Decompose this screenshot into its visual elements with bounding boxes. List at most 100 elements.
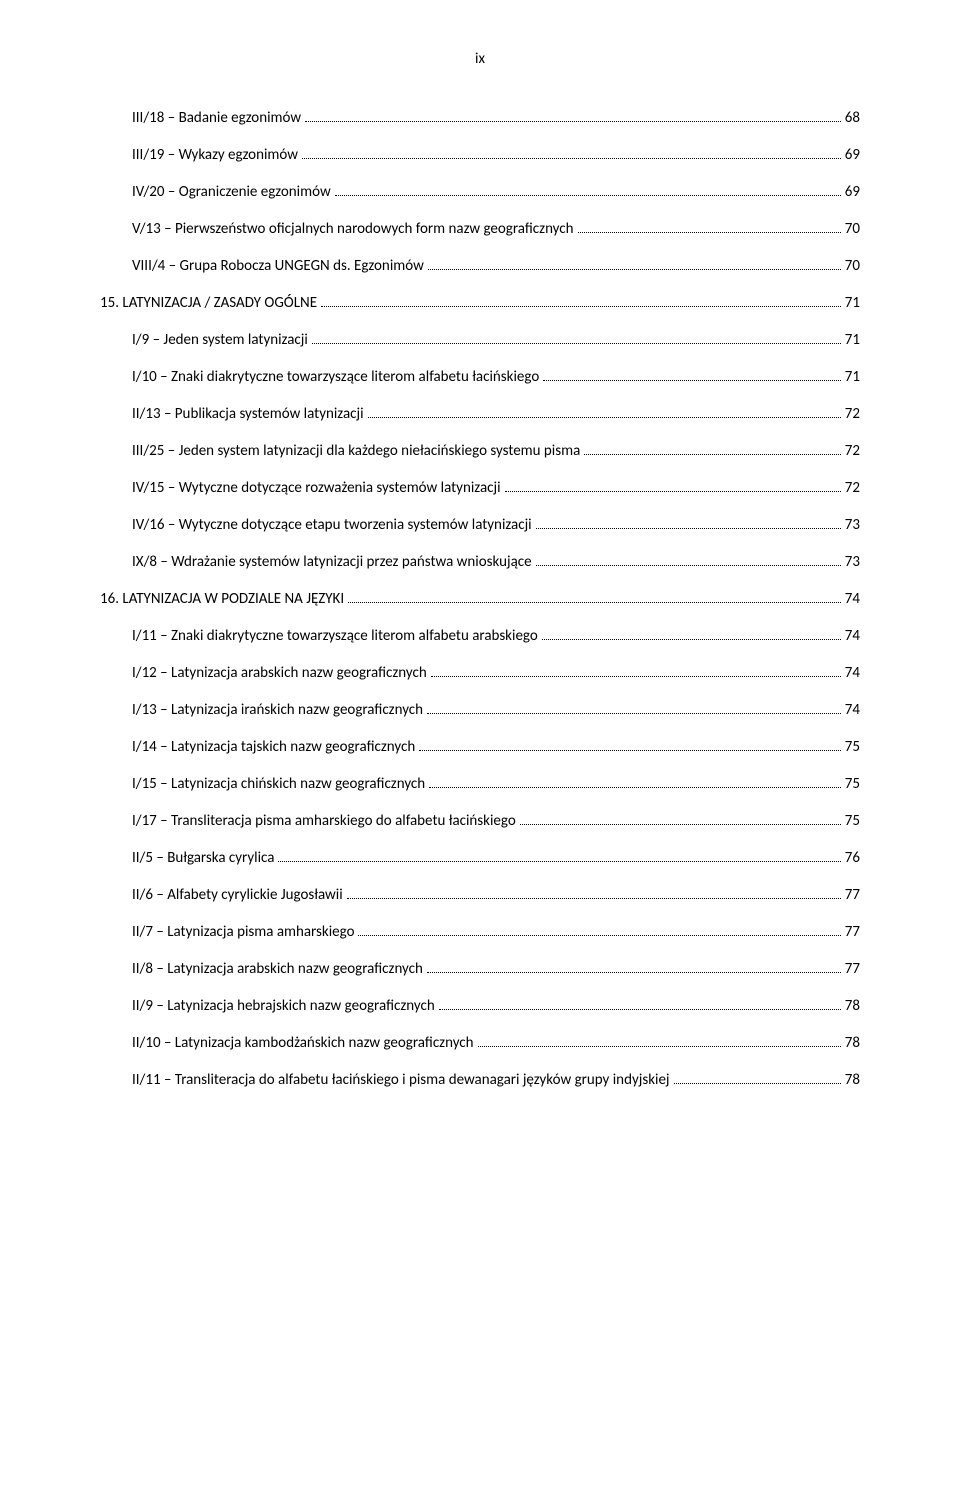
toc-entry-page: 74 [845,626,860,647]
toc-entry: II/7 – Latynizacja pisma amharskiego 77 [132,922,860,943]
toc-entry: V/13 – Pierwszeństwo oficjalnych narodow… [132,219,860,240]
toc-entry-page: 74 [845,663,860,684]
toc-entry: II/11 – Transliteracja do alfabetu łaciń… [132,1070,860,1091]
toc-entry-page: 69 [845,145,860,166]
toc-entry-page: 76 [845,848,860,869]
toc-entry: I/12 – Latynizacja arabskich nazw geogra… [132,663,860,684]
toc-entry-title: I/12 – Latynizacja arabskich nazw geogra… [132,663,427,684]
toc-entry-page: 72 [845,478,860,499]
toc-leader-dots [543,380,841,381]
toc-leader-dots [321,306,841,307]
toc-entry-page: 70 [845,256,860,277]
toc-entry-title: II/7 – Latynizacja pisma amharskiego [132,922,354,943]
toc-entry: III/25 – Jeden system latynizacji dla ka… [132,441,860,462]
toc-entry-title: 15. LATYNIZACJA / ZASADY OGÓLNE [100,293,317,314]
toc-entry-title: I/9 – Jeden system latynizacji [132,330,308,351]
toc-leader-dots [542,639,841,640]
toc-entry: IX/8 – Wdrażanie systemów latynizacji pr… [132,552,860,573]
toc-entry: I/17 – Transliteracja pisma amharskiego … [132,811,860,832]
toc-leader-dots [536,565,841,566]
toc-leader-dots [428,269,841,270]
toc-entry: I/13 – Latynizacja irańskich nazw geogra… [132,700,860,721]
toc-leader-dots [305,121,841,122]
toc-entry-title: IV/15 – Wytyczne dotyczące rozważenia sy… [132,478,501,499]
toc-leader-dots [674,1083,841,1084]
toc-entry-title: III/18 – Badanie egzonimów [132,108,301,129]
toc-entry: 16. LATYNIZACJA W PODZIALE NA JĘZYKI 74 [100,589,860,610]
toc-entry: VIII/4 – Grupa Robocza UNGEGN ds. Egzoni… [132,256,860,277]
toc-entry-page: 75 [845,737,860,758]
toc-leader-dots [584,454,841,455]
toc-leader-dots [278,861,840,862]
toc-entry-title: I/11 – Znaki diakrytyczne towarzyszące l… [132,626,538,647]
toc-entry: II/10 – Latynizacja kambodżańskich nazw … [132,1033,860,1054]
toc-entry-page: 71 [845,330,860,351]
toc-leader-dots [505,491,841,492]
toc-entry: I/10 – Znaki diakrytyczne towarzyszące l… [132,367,860,388]
toc-entry: II/8 – Latynizacja arabskich nazw geogra… [132,959,860,980]
toc-leader-dots [431,676,841,677]
toc-entry-page: 77 [845,959,860,980]
toc-entry-title: 16. LATYNIZACJA W PODZIALE NA JĘZYKI [100,589,344,610]
toc-leader-dots [429,787,841,788]
toc-entry-title: IX/8 – Wdrażanie systemów latynizacji pr… [132,552,532,573]
toc-entry-title: IV/20 – Ograniczenie egzonimów [132,182,331,203]
toc-entry: IV/15 – Wytyczne dotyczące rozważenia sy… [132,478,860,499]
toc-entry-page: 78 [845,1070,860,1091]
toc-entry-title: I/15 – Latynizacja chińskich nazw geogra… [132,774,425,795]
toc-entry: I/11 – Znaki diakrytyczne towarzyszące l… [132,626,860,647]
toc-entry-title: V/13 – Pierwszeństwo oficjalnych narodow… [132,219,574,240]
toc-leader-dots [439,1009,841,1010]
toc-entry-page: 77 [845,922,860,943]
toc-entry-page: 71 [845,367,860,388]
toc-entry-title: I/17 – Transliteracja pisma amharskiego … [132,811,516,832]
toc-entry: II/9 – Latynizacja hebrajskich nazw geog… [132,996,860,1017]
toc-leader-dots [578,232,841,233]
toc-leader-dots [348,602,841,603]
toc-entry-title: III/19 – Wykazy egzonimów [132,145,298,166]
toc-entry: 15. LATYNIZACJA / ZASADY OGÓLNE 71 [100,293,860,314]
toc-leader-dots [368,417,841,418]
toc-entry: III/18 – Badanie egzonimów 68 [132,108,860,129]
toc-entry-title: II/6 – Alfabety cyrylickie Jugosławii [132,885,343,906]
toc-entry: II/13 – Publikacja systemów latynizacji 7… [132,404,860,425]
toc-leader-dots [335,195,841,196]
toc-entry-title: II/5 – Bułgarska cyrylica [132,848,274,869]
toc-entry-page: 75 [845,774,860,795]
toc-entry-title: I/14 – Latynizacja tajskich nazw geograf… [132,737,415,758]
toc-entry-title: I/13 – Latynizacja irańskich nazw geogra… [132,700,423,721]
toc-entry-page: 77 [845,885,860,906]
toc-leader-dots [312,343,841,344]
toc-entry-page: 78 [845,996,860,1017]
toc-entry-title: III/25 – Jeden system latynizacji dla ka… [132,441,580,462]
toc-entry-page: 75 [845,811,860,832]
toc-entry-page: 72 [845,404,860,425]
toc-entry-page: 72 [845,441,860,462]
toc-entry: I/14 – Latynizacja tajskich nazw geograf… [132,737,860,758]
toc-leader-dots [358,935,840,936]
toc-entry-title: II/13 – Publikacja systemów latynizacji [132,404,364,425]
toc-entry: II/5 – Bułgarska cyrylica 76 [132,848,860,869]
toc-entry-page: 68 [845,108,860,129]
toc-entry-page: 71 [845,293,860,314]
toc-entry-title: II/10 – Latynizacja kambodżańskich nazw … [132,1033,474,1054]
toc-entry-page: 69 [845,182,860,203]
toc-entry-title: IV/16 – Wytyczne dotyczące etapu tworzen… [132,515,532,536]
table-of-contents: III/18 – Badanie egzonimów 68 III/19 – Wyk… [100,108,860,1091]
toc-entry: IV/16 – Wytyczne dotyczące etapu tworzen… [132,515,860,536]
toc-entry-page: 78 [845,1033,860,1054]
toc-entry: I/15 – Latynizacja chińskich nazw geogra… [132,774,860,795]
toc-entry-page: 73 [845,515,860,536]
toc-leader-dots [520,824,841,825]
toc-leader-dots [536,528,841,529]
toc-entry: III/19 – Wykazy egzonimów 69 [132,145,860,166]
toc-entry-title: I/10 – Znaki diakrytyczne towarzyszące l… [132,367,539,388]
toc-leader-dots [478,1046,841,1047]
toc-entry-title: VIII/4 – Grupa Robocza UNGEGN ds. Egzoni… [132,256,424,277]
toc-entry-title: II/11 – Transliteracja do alfabetu łaciń… [132,1070,670,1091]
toc-entry-page: 73 [845,552,860,573]
toc-entry: II/6 – Alfabety cyrylickie Jugosławii 77 [132,885,860,906]
toc-entry-page: 74 [845,589,860,610]
page-number: ix [100,50,860,68]
toc-leader-dots [419,750,841,751]
